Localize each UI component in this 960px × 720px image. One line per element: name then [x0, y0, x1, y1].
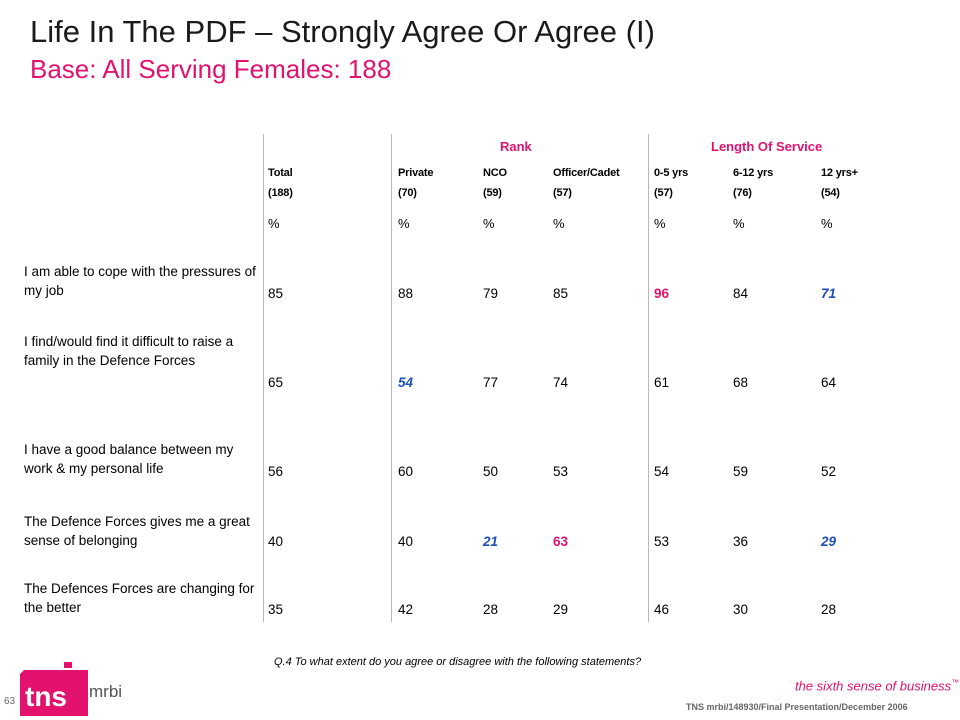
- column-unit: %: [733, 216, 745, 231]
- row-label: I have a good balance between my work & …: [24, 442, 234, 476]
- column-unit: %: [268, 216, 280, 231]
- table-cell: 79: [483, 286, 499, 301]
- column-unit: %: [483, 216, 495, 231]
- page-title: Life In The PDF – Strongly Agree Or Agre…: [30, 14, 655, 49]
- table-cell: 29: [821, 534, 837, 549]
- column-header-base: (59): [483, 187, 502, 199]
- table-cell: 40: [268, 534, 284, 549]
- table-cell: 53: [553, 464, 569, 479]
- table-cell: 68: [733, 375, 749, 390]
- table-cell: 50: [483, 464, 499, 479]
- column-header-name: NCO: [483, 167, 507, 179]
- table-cell: 53: [654, 534, 670, 549]
- column-header-name: Total: [268, 167, 293, 179]
- table-cell: 77: [483, 375, 499, 390]
- column-header-base: (76): [733, 187, 752, 199]
- table-cell: 28: [821, 602, 837, 617]
- column-unit: %: [654, 216, 666, 231]
- row-label: I find/would find it difficult to raise …: [24, 334, 234, 368]
- table-cell: 54: [398, 375, 414, 390]
- column-header-base: (54): [821, 187, 840, 199]
- column-unit: %: [398, 216, 410, 231]
- table-cell: 28: [483, 602, 499, 617]
- tns-logo: tns: [20, 662, 88, 716]
- table-cell: 30: [733, 602, 749, 617]
- table-divider-rank: [391, 134, 392, 622]
- logo-mrbi-text: mrbi: [89, 682, 123, 701]
- table-cell: 74: [553, 375, 569, 390]
- table-cell: 46: [654, 602, 670, 617]
- question-text: Q.4 To what extent do you agree or disag…: [274, 656, 642, 668]
- row-label: I am able to cope with the pressures of …: [24, 264, 256, 298]
- column-header-name: Officer/Cadet: [553, 167, 620, 179]
- table-cell: 52: [821, 464, 837, 479]
- column-header-name: Private: [398, 167, 434, 179]
- table-cell: 54: [654, 464, 670, 479]
- row-label: The Defences Forces are changing for the…: [24, 581, 255, 615]
- table-cell: 63: [553, 534, 569, 549]
- table-cell: 71: [821, 286, 837, 301]
- table-cell: 35: [268, 602, 284, 617]
- footer-reference: TNS mrbi/148930/Final Presentation/Decem…: [686, 702, 908, 712]
- group-header-length-of-service: Length Of Service: [711, 139, 823, 154]
- table-divider-service: [648, 134, 649, 622]
- table-cell: 96: [654, 286, 670, 301]
- column-header-base: (188): [268, 187, 293, 199]
- table-cell: 85: [268, 286, 284, 301]
- svg-text:tns: tns: [25, 681, 67, 712]
- table-cell: 36: [733, 534, 749, 549]
- page-number: 63: [4, 696, 16, 707]
- group-header-rank: Rank: [500, 139, 532, 154]
- table-cell: 61: [654, 375, 670, 390]
- table-cell: 56: [268, 464, 284, 479]
- column-header-base: (57): [553, 187, 572, 199]
- table-cell: 60: [398, 464, 414, 479]
- table-cell: 42: [398, 602, 414, 617]
- table-cell: 88: [398, 286, 414, 301]
- column-header-name: 0-5 yrs: [654, 167, 689, 179]
- table-cell: 40: [398, 534, 414, 549]
- table-cell: 84: [733, 286, 749, 301]
- column-header-base: (57): [654, 187, 673, 199]
- column-unit: %: [553, 216, 565, 231]
- tagline-tm: ™: [951, 678, 960, 687]
- tagline-text: the sixth sense of business: [795, 678, 952, 694]
- column-header-base: (70): [398, 187, 417, 199]
- table-cell: 65: [268, 375, 284, 390]
- tagline: the sixth sense of business™: [795, 678, 959, 693]
- table-cell: 21: [483, 534, 499, 549]
- table-cell: 85: [553, 286, 569, 301]
- column-header-name: 12 yrs+: [821, 167, 858, 179]
- table-cell: 29: [553, 602, 569, 617]
- column-unit: %: [821, 216, 833, 231]
- table-cell: 59: [733, 464, 749, 479]
- table-divider-total: [263, 134, 264, 622]
- table-cell: 64: [821, 375, 837, 390]
- row-label: The Defence Forces gives me a great sens…: [24, 514, 250, 548]
- page-subtitle: Base: All Serving Females: 188: [30, 54, 392, 84]
- column-header-name: 6-12 yrs: [733, 167, 773, 179]
